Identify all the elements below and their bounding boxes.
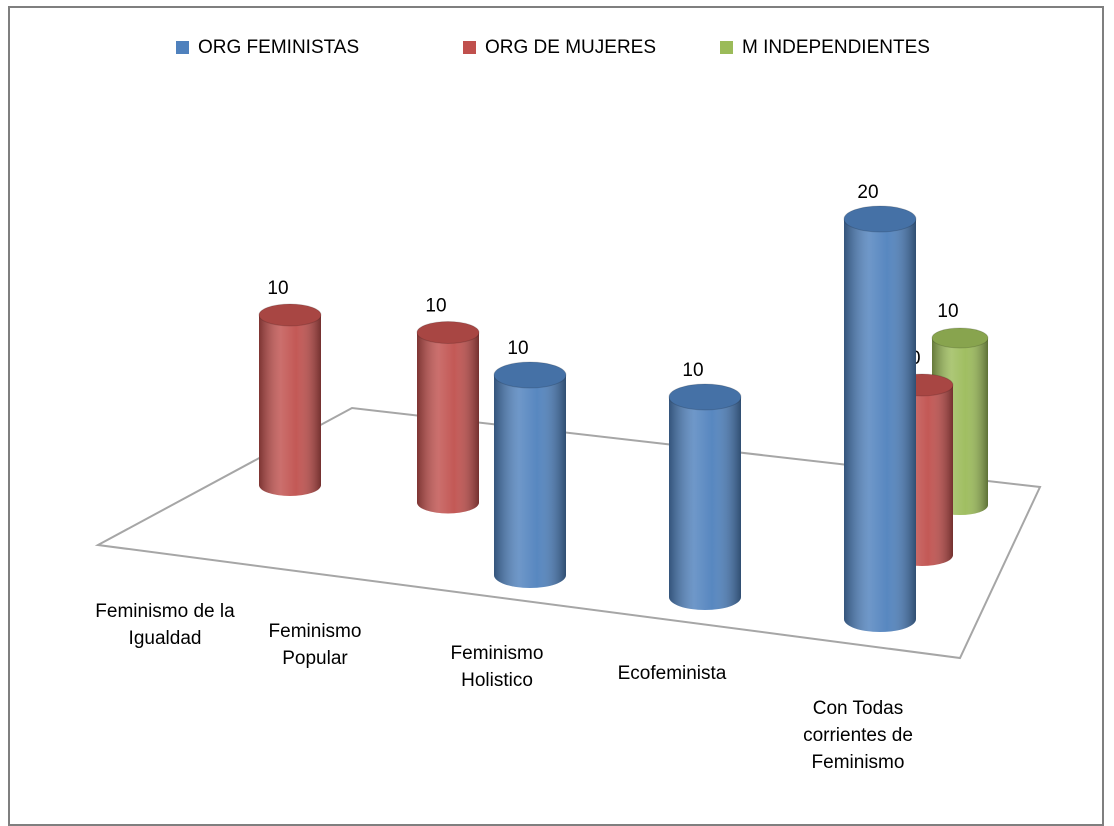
cylinder-top-shade: [669, 384, 741, 410]
legend-swatch: [463, 41, 476, 54]
cylinder-top: [931, 327, 989, 349]
legend-label: M INDEPENDIENTES: [742, 37, 930, 58]
cylinder-top: [493, 361, 567, 389]
data-label: 10: [507, 338, 528, 359]
data-label: 10: [267, 278, 288, 299]
data-label: 20: [857, 182, 878, 203]
legend-label: ORG FEMINISTAS: [198, 37, 359, 58]
cylinder-shade: [494, 375, 566, 588]
legend-swatch: [720, 41, 733, 54]
cylinder-top-shade: [417, 321, 479, 344]
legend-swatch: [176, 41, 189, 54]
cylinder-top-shade: [494, 362, 566, 388]
cylinder-top-shade: [844, 206, 916, 232]
data-label: 10: [425, 296, 446, 317]
cylinder-shade: [417, 332, 479, 514]
cylinder-top-shade: [259, 304, 321, 326]
category-label: Feminismo Popular: [268, 621, 362, 669]
data-label: 10: [937, 301, 958, 322]
category-label: Feminismo Holistico: [450, 643, 544, 691]
category-label: Ecofeminista: [617, 662, 727, 684]
data-label: 10: [682, 360, 703, 381]
cylinder-shade: [844, 219, 916, 632]
cylinder-top-shade: [932, 328, 988, 348]
cylinder-top: [416, 321, 480, 344]
cylinder-shade: [669, 397, 741, 610]
category-label: Feminismo de la Igualdad: [95, 601, 235, 649]
cylinder-top: [668, 383, 742, 411]
legend-label: ORG DE MUJERES: [485, 37, 656, 58]
cylinder-top: [258, 303, 322, 327]
cylinder-shade: [259, 315, 321, 496]
cylinder-top: [843, 205, 917, 233]
category-label: Con Todas corrientes de Feminismo: [803, 697, 913, 773]
